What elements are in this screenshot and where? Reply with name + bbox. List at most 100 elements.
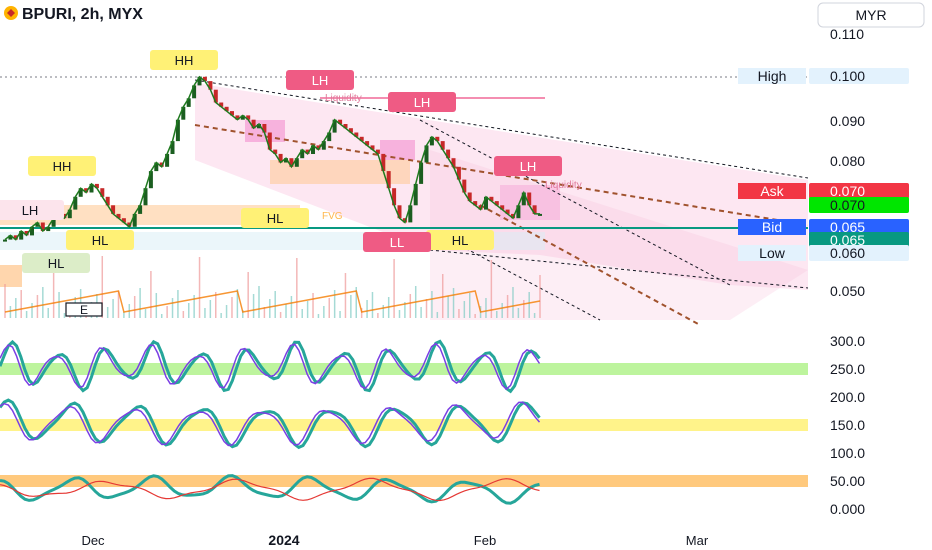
price-candle [397,205,402,219]
price-label-box [809,197,909,213]
price-candle [192,85,197,99]
price-candle [159,162,164,167]
price-candle [165,153,170,167]
price-candle [521,192,526,206]
price-candle [435,136,440,142]
price-candle [311,145,315,154]
price-candle [413,183,418,206]
price-candle [257,124,261,129]
price-label-name: Bid [762,219,782,235]
oscillator-tick-label: 150.0 [830,417,865,433]
price-label-name-box [738,245,806,261]
price-candle [316,145,321,150]
axis-bg [808,30,932,520]
oscillator-tick-label: 0.000 [830,501,865,517]
price-candle [300,149,305,159]
price-candle [202,76,207,82]
price-label-name-box [738,183,806,199]
price-candle [46,226,51,232]
price-candle [527,192,532,206]
price-candle [343,124,348,129]
swing-label-hl: HL [66,230,134,250]
time-tick-label: Feb [474,533,496,548]
price-label-box [809,68,909,84]
oscillator-tick-label: 50.00 [830,473,865,489]
price-candle [262,124,267,133]
logo-mark [7,9,15,17]
price-candle [327,132,332,142]
price-tick-label: 0.080 [830,153,865,169]
earnings-marker-label[interactable]: E [80,303,88,317]
swing-label-lh: LH [0,200,64,220]
zone-annotation: Liquidity [325,93,362,104]
price-candle [24,231,29,236]
price-candle [294,158,299,167]
price-candle [289,158,294,167]
oscillator-tick-label: 250.0 [830,361,865,377]
oscillator-band [0,419,808,431]
channel-lower-2 [449,239,601,321]
price-candle [532,205,537,214]
price-candle [386,171,391,189]
price-label-name-box [738,68,806,84]
price-candle [375,149,380,154]
oscillator-mid-slow [0,401,541,447]
time-tick-label: 2024 [268,532,299,548]
price-candle [305,149,310,154]
swing-label-box [241,208,309,228]
swing-label-lh: LH [286,70,354,90]
currency-button[interactable]: MYR [817,2,925,28]
price-candle [121,218,126,223]
time-tick-label: Mar [686,533,709,548]
price-candle [516,205,521,219]
price-candle [273,149,278,154]
price-candle [197,76,202,86]
price-candle [489,196,494,202]
oscillator-tick-label: 300.0 [830,333,865,349]
price-candle [429,136,434,146]
demand-zone [0,205,300,225]
ob-zone [380,140,415,160]
swing-label-text: HL [92,233,109,248]
price-candle [170,141,175,154]
swing-label-text: LH [312,73,329,88]
price-candle [154,162,159,172]
price-candle [381,153,386,171]
price-candle [13,235,18,240]
price-candle [494,201,499,206]
swing-label-hl: HL [241,208,309,228]
price-candle [148,171,153,189]
currency-label[interactable]: MYR [855,7,886,23]
price-series [3,75,542,242]
price-candle [35,222,40,227]
earnings-marker[interactable]: E [65,302,103,317]
price-candle [456,166,461,180]
price-label-box [809,232,909,248]
channel-upper [194,79,809,179]
oscillator-band [0,475,808,487]
price-candle [175,119,180,142]
price-candle [19,231,24,240]
demand-zone-small [0,265,22,287]
zone-annotation: FVG [322,211,343,222]
price-label-name-box [738,219,806,235]
price-candle [538,213,542,216]
x-axis: Dec 2024 Feb Mar [81,532,708,548]
swing-label-box [150,50,218,70]
channel-zone [195,83,808,290]
oscillator-tick-label: 100.0 [830,445,865,461]
price-candle [127,222,132,227]
price-candle [40,222,45,232]
price-label-value: 0.060 [830,245,865,261]
swing-label-hh: HH [150,50,218,70]
swing-label-box [66,230,134,250]
price-candle [30,226,34,236]
price-candle [278,153,283,163]
oscillator-top-slow [0,342,541,391]
price-candle [348,128,353,133]
price-candle [354,132,359,137]
swing-label-box [28,156,96,176]
price-candle [84,188,89,193]
